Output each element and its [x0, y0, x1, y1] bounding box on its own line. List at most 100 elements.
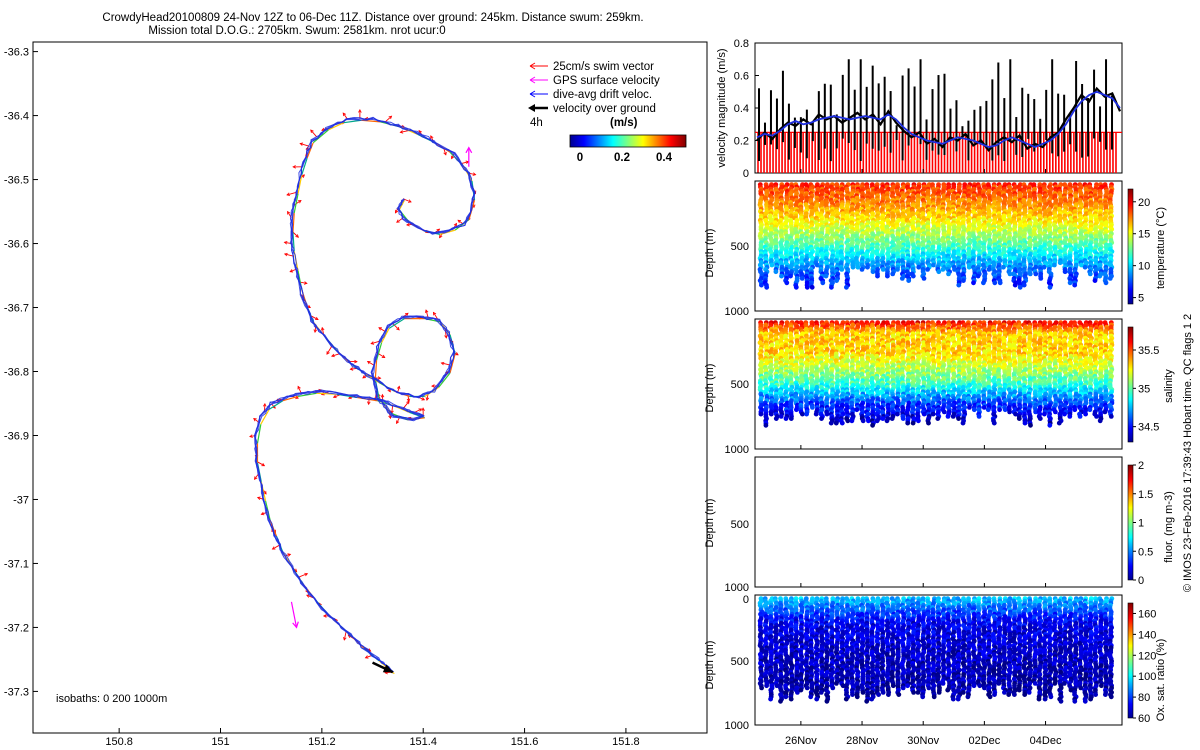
y-tick-label: -37.3 [4, 686, 29, 698]
y-tick-label: -37.1 [4, 558, 29, 570]
profile-sample-dot [1052, 262, 1057, 268]
profile-sample-dot [1097, 273, 1103, 279]
map-axes-box [32, 41, 708, 734]
swim-vector-mark [396, 417, 400, 424]
y-tick-label: -36.3 [4, 47, 29, 59]
profile-sample-dot [859, 267, 865, 272]
profile-sample-dot [768, 411, 774, 417]
colorbar-tick-label: 15 [1138, 229, 1150, 241]
swim-vector-head [444, 334, 448, 339]
swim-vector-mark [367, 361, 375, 366]
swim-vector-head [378, 327, 382, 331]
swim-vector-head [297, 385, 301, 390]
profile-sample-dot [783, 416, 789, 421]
swim-vector-head [343, 636, 347, 641]
map-legend: 25cm/s swim vector GPS surface velocity … [528, 61, 687, 164]
swim-vector-head [358, 109, 362, 113]
track-colour-segment [260, 408, 270, 425]
swim-vector-head [283, 252, 288, 257]
profile-sample-dot [773, 269, 779, 275]
swim-vector-mark [343, 631, 347, 641]
figure-title-line-1: CrowdyHead20100809 24-Nov 12Z to 06-Dec … [102, 12, 643, 24]
swim-vector-head [303, 281, 308, 285]
profile-sample-dot [895, 267, 900, 272]
swim-vector-head [436, 228, 441, 233]
map-colorbar [569, 134, 687, 148]
profile-sample-dot [769, 262, 775, 268]
velocity-ylabel: velocity magnitude (m/s) [716, 48, 728, 167]
track-colour-segment [361, 119, 381, 123]
map-colorbar-tick: 0.4 [656, 152, 673, 164]
y-tick-label: 0.4 [734, 103, 749, 115]
swim-vector-head [262, 402, 267, 407]
swim-vector-head [354, 359, 358, 364]
profile-sample-dot [875, 273, 880, 279]
profile-sample-dot [890, 271, 896, 277]
profile-sample-dot [1021, 282, 1027, 288]
profile-sample-dot [884, 418, 890, 424]
time-series-panels: 00.20.40.60.8 velocity magnitude (m/s) 5… [704, 38, 1175, 747]
map-panel: 150.8 151 151.2 151.4 151.6 151.8 -36.3-36.4-… [4, 41, 708, 748]
swim-vector-head [349, 367, 354, 371]
profile-sample-dot [814, 262, 820, 268]
swim-vector-head [261, 462, 266, 467]
profile-sample-dot [845, 418, 851, 424]
legend-label: dive-avg drift veloc. [553, 89, 652, 101]
profile-sample-dot [900, 416, 906, 421]
track-colour-segment [256, 424, 262, 444]
swim-vector-head [307, 304, 311, 309]
profile-sample-dot [921, 276, 927, 281]
velocity-lines [756, 59, 1122, 162]
legend-drift-velocity: dive-avg drift veloc. [529, 89, 652, 101]
swim-vector-head [453, 222, 457, 227]
swim-vector-head [310, 129, 314, 134]
profile-sample-dot [992, 280, 998, 286]
profile-sample-dot [1038, 276, 1044, 281]
swim-vector-head [326, 351, 330, 355]
map-track-lines [253, 116, 476, 675]
profile-sample-dot [855, 264, 861, 270]
swim-vector-mark [384, 115, 392, 123]
y-tick-label: -36.9 [4, 430, 29, 442]
map-colorbar-tick: 0 [577, 152, 583, 164]
track-colour-segment [363, 372, 380, 384]
profile-sample-dot [833, 420, 839, 426]
swim-vector-head [253, 417, 257, 422]
swim-vector-mark [314, 325, 317, 333]
swim-vector-head [443, 151, 447, 156]
profile-sample-dot [870, 269, 876, 275]
y-tick-label: 0.2 [734, 136, 749, 148]
swim-vector-mark [441, 362, 451, 366]
time-step-label: 4h [530, 117, 543, 129]
swim-vector-head [380, 393, 385, 398]
swim-vector-mark [342, 112, 348, 120]
profile-sample-dot [889, 416, 895, 421]
track-colour-segment [293, 193, 299, 214]
swim-vector-head [370, 341, 375, 345]
vog-arrow-head [382, 664, 393, 673]
swim-vector-head [425, 397, 430, 401]
swim-vector-mark [310, 129, 318, 138]
swim-vector-mark [392, 323, 400, 331]
profile-sample-dot [1041, 264, 1047, 270]
swim-vector-head [260, 511, 265, 516]
profile-sample-dot [778, 414, 784, 419]
profile-sample-dot [763, 422, 769, 428]
swim-vector-head [407, 199, 412, 203]
swim-vector-head [440, 361, 445, 366]
profile-sample-dot [916, 418, 921, 424]
swim-vector-head [406, 398, 411, 403]
swim-vector-head [256, 496, 261, 500]
swim-vector-head [381, 354, 386, 359]
profile-sample-dot [834, 278, 839, 283]
swim-vector-head [406, 222, 410, 227]
swim-vector-head [367, 401, 371, 406]
swim-vector-mark [284, 253, 295, 257]
y-tick-label: -36.8 [4, 367, 29, 379]
profile-sample-dot [885, 273, 890, 279]
legend-gps-velocity: GPS surface velocity [529, 75, 660, 87]
profile-sample-dot [986, 267, 992, 272]
track-colour-segment [301, 157, 308, 175]
profile-sample-dot [824, 411, 830, 417]
